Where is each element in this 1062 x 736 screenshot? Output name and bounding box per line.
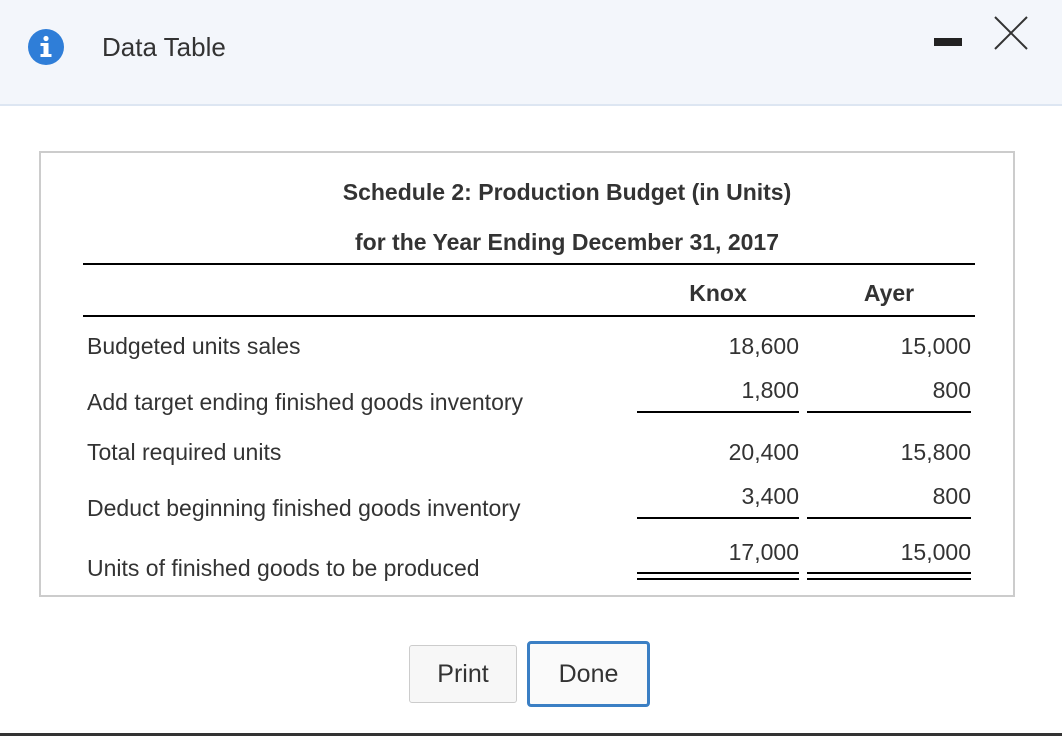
print-button[interactable]: Print [409,645,517,703]
underline-ayer-row2 [807,411,971,413]
row-label-add-target-ending-inventory: Add target ending finished goods invento… [87,389,524,415]
header-top-rule [83,263,975,265]
done-button[interactable]: Done [527,641,650,707]
dialog-bottom-border [0,733,1062,736]
cell-ayer-units-to-be-produced: 15,000 [900,539,971,565]
close-button[interactable] [992,14,1030,52]
header-bottom-rule [83,315,975,317]
row-label-deduct-beginning-inventory: Deduct beginning finished goods inventor… [87,495,521,521]
dialog-title: Data Table [102,32,226,62]
row-label-units-to-be-produced: Units of finished goods to be produced [87,555,480,581]
underline-ayer-row4 [807,517,971,519]
cell-knox-deduct-beginning-inventory: 3,400 [741,483,799,509]
row-label-budgeted-units-sales: Budgeted units sales [87,333,301,359]
cell-ayer-deduct-beginning-inventory: 800 [932,483,971,509]
double-underline-knox-bottom [637,578,799,580]
close-icon [994,16,1028,50]
minimize-button[interactable] [930,28,966,58]
cell-knox-total-required-units: 20,400 [728,439,799,465]
cell-ayer-add-target-ending-inventory: 800 [932,377,971,403]
schedule-subtitle: for the Year Ending December 31, 2017 [355,229,779,255]
minimize-icon [934,38,962,46]
cell-ayer-total-required-units: 15,800 [900,439,971,465]
column-header-knox: Knox [689,280,747,306]
info-icon [28,29,64,65]
double-underline-ayer-top [807,572,971,574]
cell-knox-units-to-be-produced: 17,000 [728,539,799,565]
row-label-total-required-units: Total required units [87,439,282,465]
double-underline-knox-top [637,572,799,574]
underline-knox-row4 [637,517,799,519]
cell-knox-add-target-ending-inventory: 1,800 [741,377,799,403]
dialog-title-bar: Data Table [0,0,1062,106]
schedule-title: Schedule 2: Production Budget (in Units) [342,179,792,205]
underline-knox-row2 [637,411,799,413]
production-budget-table: Schedule 2: Production Budget (in Units)… [39,151,1015,597]
cell-knox-budgeted-units-sales: 18,600 [728,333,799,359]
double-underline-ayer-bottom [807,578,971,580]
cell-ayer-budgeted-units-sales: 15,000 [900,333,971,359]
column-header-ayer: Ayer [863,280,915,306]
